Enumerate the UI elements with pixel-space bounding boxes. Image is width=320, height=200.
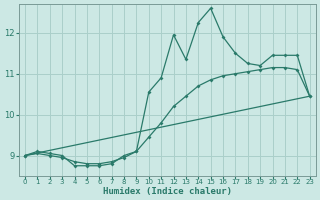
X-axis label: Humidex (Indice chaleur): Humidex (Indice chaleur) <box>103 187 232 196</box>
